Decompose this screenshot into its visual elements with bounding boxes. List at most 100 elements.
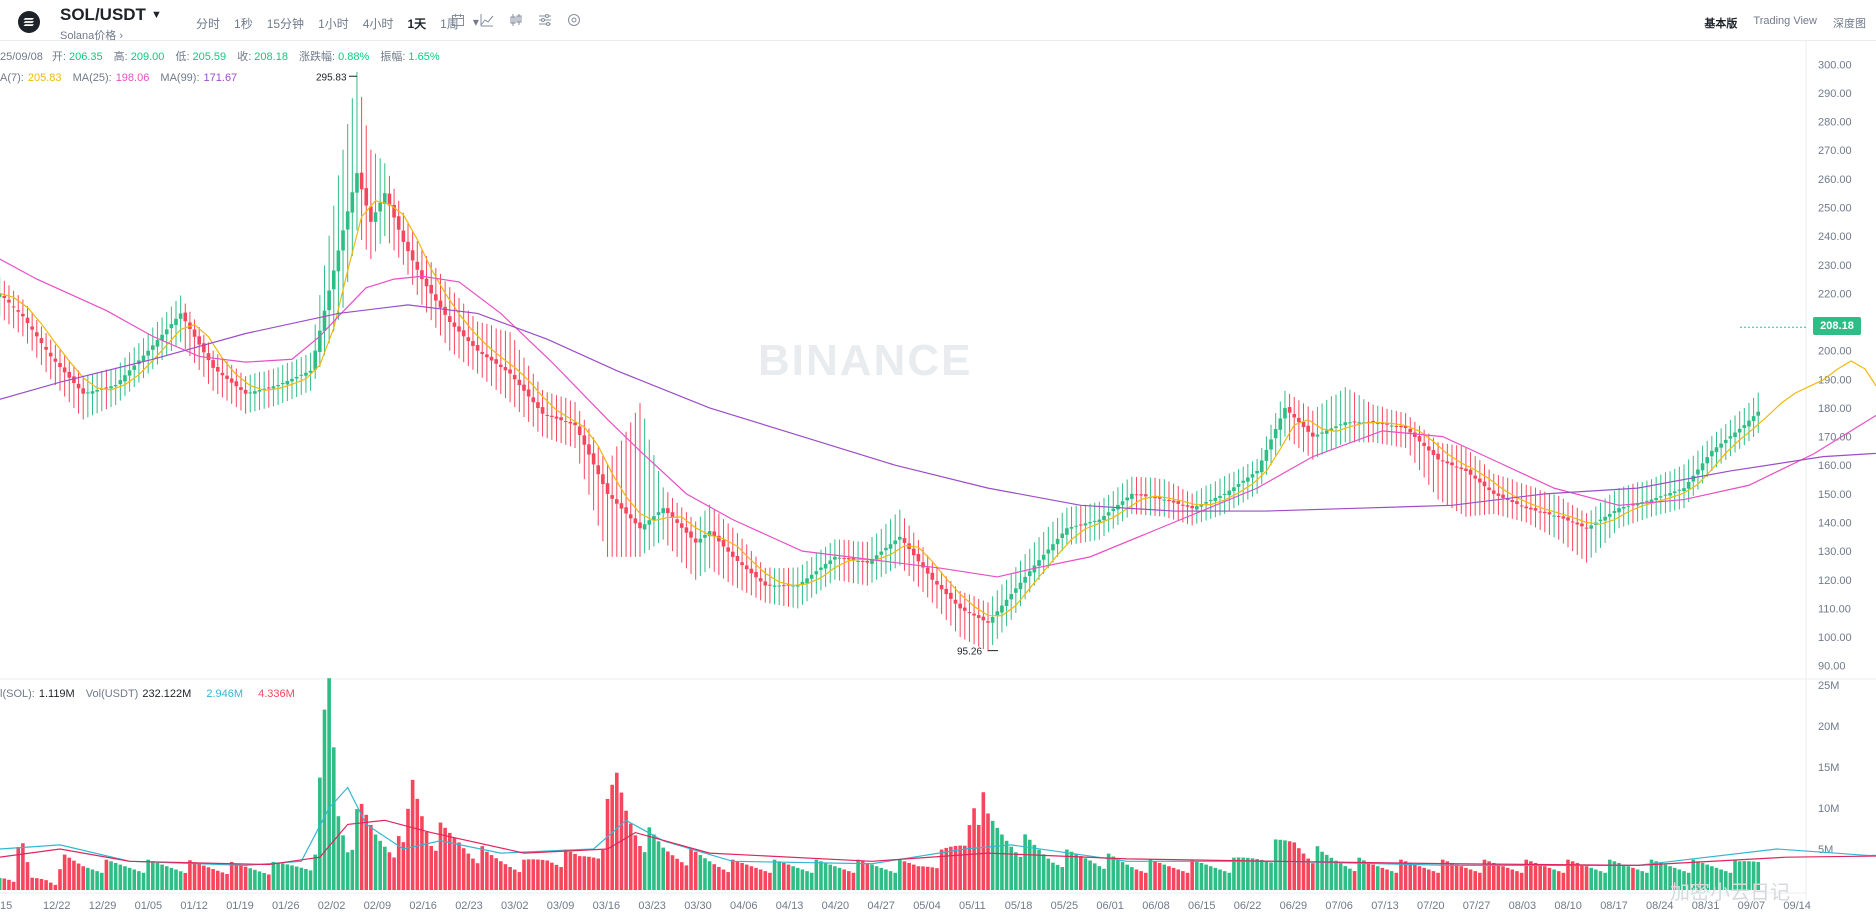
volume-bar	[225, 873, 229, 890]
volume-bar	[1343, 866, 1348, 890]
interval-tab-0[interactable]: 分时	[196, 17, 221, 31]
candle-body	[1352, 421, 1357, 423]
interval-tab-4[interactable]: 4小时	[362, 17, 394, 31]
more-intervals-chevron-icon[interactable]: ▾	[472, 15, 479, 29]
indicator-icon[interactable]	[480, 13, 494, 27]
volume-bar	[1649, 859, 1654, 890]
interval-tab-5[interactable]: 1天	[407, 17, 427, 31]
candle-body	[90, 391, 95, 394]
price-tick-label: 220.00	[1818, 288, 1852, 300]
volume-bar	[1083, 858, 1088, 890]
volume-bar	[712, 864, 717, 890]
candle-body	[531, 397, 536, 403]
chevron-down-icon[interactable]: ▼	[150, 9, 162, 21]
candle-body	[1334, 426, 1338, 428]
volume-bar	[1079, 856, 1083, 890]
volume-bar	[202, 865, 206, 890]
volume-bar	[642, 852, 647, 890]
candle-body	[1315, 434, 1320, 437]
volume-bar	[805, 871, 809, 890]
chevron-right-icon[interactable]: ›	[119, 30, 123, 42]
volume-bar	[392, 857, 396, 890]
candle-body	[387, 193, 392, 206]
volume-bar	[387, 852, 392, 890]
volume-bar	[378, 840, 382, 890]
candle-body	[795, 585, 800, 587]
volume-bar	[1023, 834, 1027, 890]
candle-body	[879, 551, 884, 555]
volume-bar	[1598, 871, 1603, 890]
candle-body	[1427, 446, 1431, 451]
pair-selector[interactable]: SOL/USDT ▼	[60, 5, 162, 25]
volume-bar	[1032, 844, 1037, 890]
volume-bar	[1297, 848, 1301, 890]
candle-body	[1125, 497, 1129, 501]
time-tick-label: 05/04	[913, 900, 941, 912]
volume-bar	[1529, 861, 1533, 890]
gear-icon[interactable]	[567, 13, 581, 27]
candle-body	[1185, 505, 1190, 507]
candle-body	[1232, 487, 1236, 492]
volume-bars	[0, 678, 1761, 890]
candle-body	[976, 615, 981, 618]
candle-body	[833, 556, 837, 560]
candle-body	[1668, 493, 1672, 496]
price-tick-label: 290.00	[1818, 88, 1852, 100]
volume-bar	[1241, 857, 1245, 890]
volume-bar	[452, 837, 457, 890]
view-tab-2[interactable]: 深度图	[1833, 18, 1866, 30]
volume-bar	[981, 792, 986, 890]
time-tick-label: 04/06	[730, 900, 758, 912]
time-tick-label: 07/06	[1325, 900, 1353, 912]
settings-sliders-icon[interactable]	[538, 13, 552, 27]
candle-type-icon[interactable]	[509, 13, 523, 27]
coin-subtitle-text[interactable]: Solana价格	[60, 30, 117, 42]
candle-body	[1723, 439, 1728, 444]
volume-ma10-line	[0, 819, 1876, 867]
candle-body	[123, 375, 127, 382]
candle-body	[1654, 497, 1658, 501]
candle-body	[225, 375, 229, 379]
candle-body	[280, 383, 285, 385]
volume-bar	[90, 869, 95, 890]
view-tab-1[interactable]: Trading View	[1753, 15, 1817, 27]
interval-tab-6[interactable]: 1周	[440, 17, 459, 31]
candle-body	[944, 588, 949, 595]
low-label: 低:	[175, 51, 190, 63]
calendar-icon[interactable]	[451, 13, 465, 27]
volume-legend: l(SOL): 1.119M Vol(USDT) 232.122M 2.946M 4…	[0, 688, 303, 700]
candle-body	[234, 381, 239, 387]
view-tab-0[interactable]: 基本版	[1704, 18, 1738, 30]
candle-body	[1037, 560, 1041, 566]
candle-body	[726, 547, 730, 552]
interval-tab-3[interactable]: 1小时	[318, 17, 349, 31]
change-value: 0.88%	[338, 51, 370, 63]
coin-subtitle[interactable]: Solana价格 ›	[60, 27, 123, 43]
candle-body	[1399, 425, 1403, 428]
pair-name[interactable]: SOL/USDT	[60, 5, 146, 24]
candle-body	[1208, 500, 1213, 501]
volume-bar	[517, 872, 522, 890]
interval-tab-1[interactable]: 1秒	[234, 17, 253, 31]
time-tick-label: 07/27	[1463, 900, 1491, 912]
candle-body	[1566, 517, 1570, 521]
interval-tab-2[interactable]: 15分钟	[266, 17, 305, 31]
candle-body	[1710, 450, 1714, 457]
price-tick-label: 130.00	[1818, 546, 1852, 558]
volume-bar	[1399, 859, 1403, 890]
volume-bar	[206, 867, 211, 890]
candle-body	[1273, 428, 1278, 439]
candle-body	[113, 385, 118, 387]
candle-body	[308, 370, 313, 373]
candle-body	[1570, 521, 1575, 523]
candle-body	[373, 212, 378, 222]
candle-body	[1478, 478, 1482, 483]
volume-bar	[304, 869, 308, 890]
volume-bar	[44, 880, 48, 890]
candle-body	[1413, 432, 1417, 437]
candle-body	[981, 616, 986, 621]
time-tick-label: 06/29	[1280, 900, 1308, 912]
volume-bar	[1589, 867, 1593, 890]
candle-body	[1027, 571, 1032, 577]
